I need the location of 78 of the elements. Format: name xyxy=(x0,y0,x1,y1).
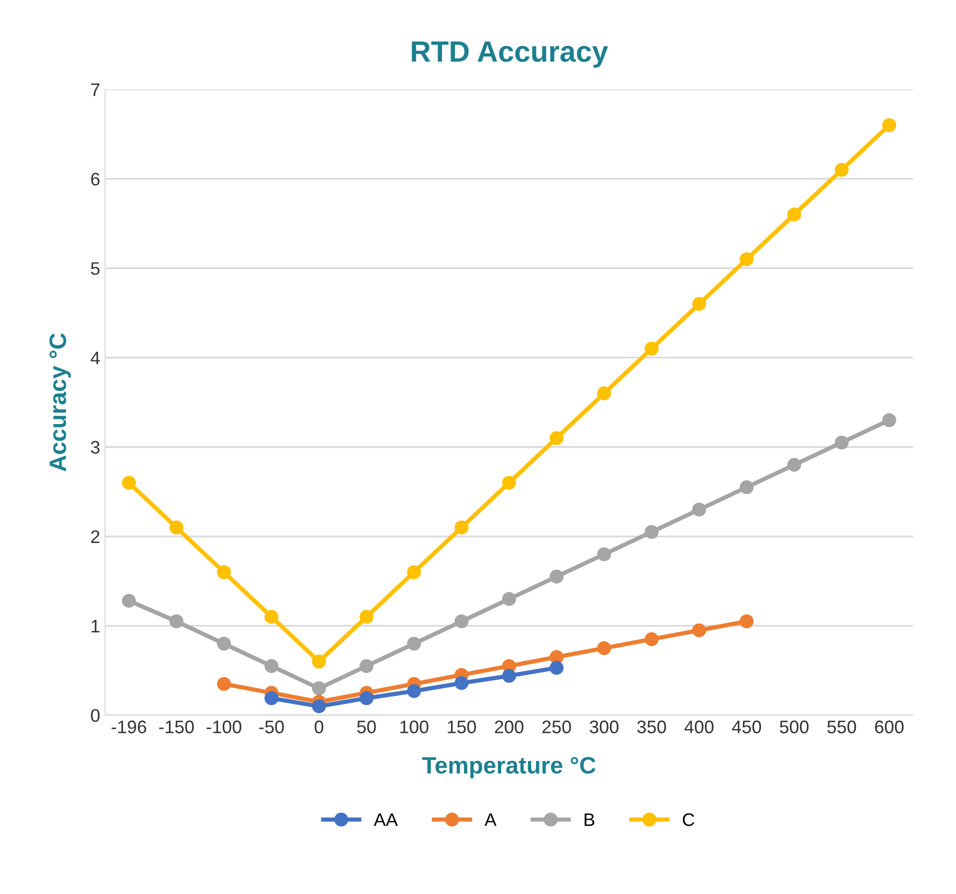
x-tick-label: 100 xyxy=(400,720,428,734)
point xyxy=(692,623,706,638)
point xyxy=(407,684,421,698)
y-tick-label: 6 xyxy=(91,172,100,186)
point xyxy=(834,162,849,177)
point xyxy=(550,570,564,584)
y-tick-label: 4 xyxy=(90,352,100,364)
point xyxy=(882,118,896,132)
point xyxy=(882,413,896,428)
point xyxy=(312,654,326,669)
point xyxy=(644,632,659,646)
x-tick-label: -50 xyxy=(259,720,284,734)
point xyxy=(312,681,326,696)
legend-label: A xyxy=(484,813,496,826)
point xyxy=(169,520,184,534)
point xyxy=(740,480,754,494)
point xyxy=(740,614,754,628)
point xyxy=(407,565,421,580)
point xyxy=(550,431,564,446)
point xyxy=(502,476,516,490)
point xyxy=(217,565,231,580)
y-tick-label: 0 xyxy=(90,709,100,722)
point xyxy=(264,659,278,673)
point xyxy=(454,676,468,690)
x-tick-label: 600 xyxy=(875,720,904,734)
x-axis-title: Temperature °C xyxy=(422,756,596,778)
point xyxy=(787,208,802,222)
y-tick-label: 1 xyxy=(92,620,100,632)
point xyxy=(360,610,374,624)
legend-label: AA xyxy=(374,813,398,826)
x-tick-label: 300 xyxy=(590,720,618,734)
point xyxy=(787,458,802,472)
point xyxy=(502,592,516,606)
x-tick-label: 450 xyxy=(732,720,762,734)
y-tick-label: 5 xyxy=(90,262,100,275)
x-tick-label: 200 xyxy=(494,720,524,734)
point xyxy=(454,520,468,534)
point xyxy=(217,636,231,651)
point xyxy=(692,297,706,311)
y-tick-label: 2 xyxy=(91,530,100,543)
point xyxy=(169,614,184,628)
point xyxy=(502,668,516,683)
x-tick-label: 350 xyxy=(637,720,666,734)
point xyxy=(550,660,564,675)
y-axis-title: Accuracy °C xyxy=(49,333,71,472)
point xyxy=(597,547,612,562)
point xyxy=(692,502,706,517)
x-tick-label: 50 xyxy=(357,720,376,734)
point xyxy=(122,476,136,490)
x-tick-label: 550 xyxy=(827,720,856,734)
point xyxy=(834,436,849,450)
point xyxy=(454,614,468,628)
x-tick-label: 250 xyxy=(542,720,571,734)
point xyxy=(264,691,278,706)
legend-label: B xyxy=(584,813,594,826)
point xyxy=(644,524,659,539)
point xyxy=(360,659,374,673)
point xyxy=(312,699,326,714)
point xyxy=(407,636,421,651)
y-tick-label: 3 xyxy=(90,440,100,454)
x-tick-label: -150 xyxy=(159,720,194,734)
x-tick-label: -196 xyxy=(112,720,146,734)
point xyxy=(122,594,136,608)
y-tick-label: 7 xyxy=(91,84,100,96)
point xyxy=(217,676,231,691)
x-tick-label: 400 xyxy=(684,720,714,734)
point xyxy=(644,342,659,356)
x-tick-label: 500 xyxy=(780,720,809,734)
x-tick-label: -100 xyxy=(206,720,242,734)
point xyxy=(740,252,754,266)
point xyxy=(597,386,612,400)
point xyxy=(360,691,374,706)
legend-label: C xyxy=(682,813,694,826)
point xyxy=(597,641,612,656)
point xyxy=(264,610,278,624)
chart-title: RTD Accuracy xyxy=(412,42,608,68)
x-tick-label: 150 xyxy=(448,720,476,734)
x-tick-label: 0 xyxy=(314,720,324,734)
